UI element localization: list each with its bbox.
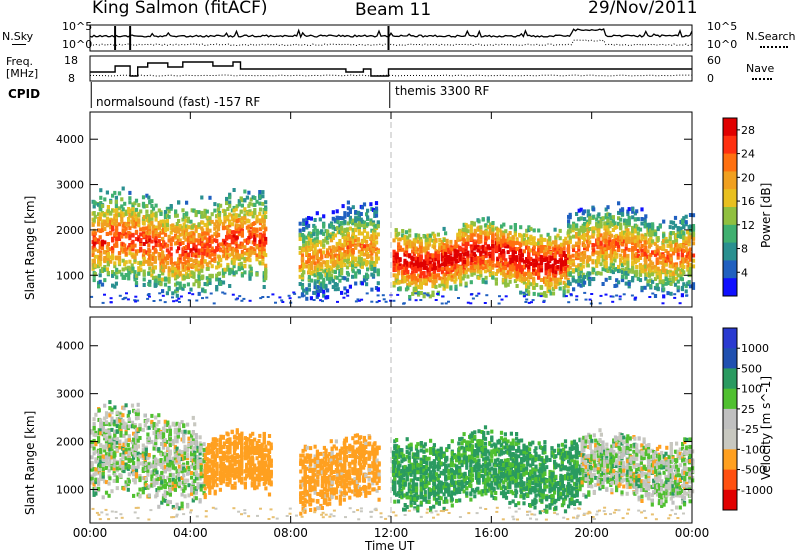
nave-series [89,74,693,77]
x-tick-label-1: 04:00 [173,526,208,540]
velocity-colorbar-frame [722,327,738,511]
cpid-label: CPID [8,87,41,101]
velocity-ytick-label-2: 3000 [56,388,84,401]
x-tick-label-3: 12:00 [374,526,409,540]
x-tick-label-2: 08:00 [273,526,308,540]
velocity-colorbar-cell-2 [723,368,737,390]
power-colorbar-cell-2 [723,153,737,172]
noise-panel-frame [89,24,693,52]
power-colorbar-cell-7 [723,242,737,261]
x-tick-label-5: 20:00 [574,526,609,540]
noise-right-tick-bottom: 10^0 [707,38,738,51]
n-sky-label: N.Sky [2,30,34,43]
power-colorbar-frame [722,117,738,297]
velocity-colorbar-cell-1 [723,348,737,369]
velocity-colorbar-label-5: -100 [741,443,766,456]
n-search-series [89,39,693,47]
power-colorbar-cell-6 [723,224,737,244]
freq-label: Freq. [6,55,34,68]
frequency-series [90,61,692,77]
date-label: 29/Nov/2011 [588,0,698,18]
nave-tick-bottom: 0 [707,72,714,85]
power-colorbar-cell-1 [723,135,737,155]
velocity-colorbar-label-3: 25 [741,403,755,416]
power-colorbar-label-5: 24 [741,148,755,161]
power-colorbar-cell-8 [723,260,737,279]
power-colorbar-label-3: 16 [741,195,755,208]
nave-label: Nave [746,62,775,75]
n-sky-legend-line [12,44,26,45]
cpid-segment-2: themis 3300 RF [395,84,490,98]
velocity-ytick-label-0: 1000 [56,483,84,496]
velocity-colorbar-label-6: -500 [741,464,766,477]
freq-unit-label: [MHz] [6,67,39,80]
velocity-colorbar-cell-4 [723,408,737,430]
velocity-colorbar-label-7: -1000 [741,484,773,497]
nave-legend-line [752,78,772,80]
power-colorbar-label-2: 12 [741,219,755,232]
power-colorbar-cell-3 [723,171,737,190]
power-colorbar-cell-5 [723,207,737,226]
power-colorbar-label-1: 8 [741,243,748,256]
cpid-segment-1: normalsound (fast) -157 RF [96,95,261,109]
velocity-colorbar-cell-6 [723,449,737,470]
velocity-colorbar-label-4: -25 [741,423,759,436]
x-tick-label-0: 00:00 [73,526,108,540]
velocity-colorbar-cell-7 [723,469,737,491]
freq-tick-bottom: 8 [68,72,75,85]
x-axis-label: Time UT [365,539,415,553]
velocity-colorbar-label-0: 1000 [741,342,769,355]
plot-title: King Salmon (fitACF) [92,0,268,18]
velocity-ytick-label-3: 4000 [56,340,84,353]
power-heatmap-cells [90,186,696,305]
x-tick-label-6: 00:00 [675,526,710,540]
velocity-colorbar-cell-8 [723,489,737,511]
power-colorbar-label-0: 4 [741,266,748,279]
power-colorbar-cell-0 [723,118,737,137]
power-ytick-label-1: 2000 [56,224,84,237]
noise-left-tick-top: 10^5 [62,20,93,33]
n-sky-series [89,28,693,39]
power-colorbar-label-4: 20 [741,171,755,184]
power-colorbar-label-6: 28 [741,124,755,137]
velocity-colorbar-label-2: 100 [741,383,762,396]
n-search-label: N.Search [746,30,796,43]
velocity-colorbar-label-1: 500 [741,362,762,375]
velocity-ytick-label-1: 2000 [56,436,84,449]
power-ytick-label-2: 3000 [56,179,84,192]
beam-label: Beam 11 [355,0,432,20]
noise-right-tick-top: 10^5 [707,20,738,33]
power-ytick-label-3: 4000 [56,133,84,146]
x-tick-label-4: 16:00 [474,526,509,540]
power-colorbar-cell-4 [723,189,737,208]
power-colorbar-cell-9 [723,278,737,297]
noise-left-tick-bottom: 10^0 [62,38,93,51]
n-search-legend-line [760,46,788,48]
velocity-heatmap-cells [90,400,695,521]
freq-tick-top: 18 [64,54,78,67]
power-ytick-label-0: 1000 [56,269,84,282]
velocity-colorbar-cell-5 [723,429,737,450]
velocity-colorbar-cell-3 [723,388,737,410]
nave-tick-top: 60 [707,54,721,67]
velocity-colorbar-cell-0 [723,328,737,349]
